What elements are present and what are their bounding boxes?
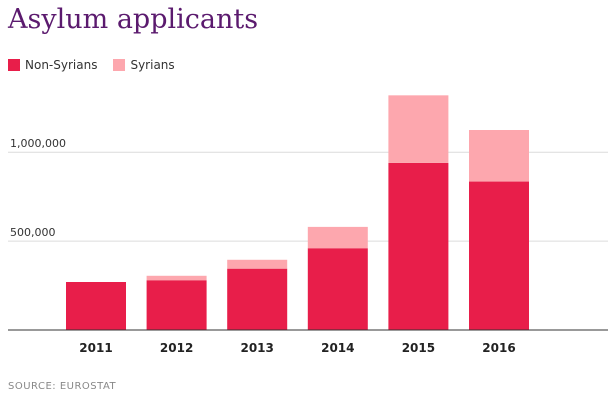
legend-swatch-syrians	[113, 59, 126, 71]
x-tick-label-2015: 2015	[402, 341, 435, 355]
bar-non-syrians-2015	[388, 162, 449, 330]
y-tick-label-500000: 500,000	[10, 226, 56, 239]
bar-syrians-2016	[469, 130, 529, 182]
bar-syrians-2014	[307, 226, 368, 249]
bar-non-syrians-2011	[66, 282, 126, 330]
x-tick-label-2012: 2012	[160, 341, 193, 355]
x-tick-label-2014: 2014	[321, 341, 354, 355]
legend-item-syrians: Syrians	[113, 58, 175, 72]
x-tick-label-2013: 2013	[240, 341, 273, 355]
legend-label-syrians: Syrians	[130, 58, 175, 72]
legend-swatch-non-syrians	[8, 59, 20, 71]
legend-item-non-syrians: Non-Syrians	[8, 58, 97, 72]
source-note: SOURCE: EUROSTAT	[8, 381, 117, 392]
bar-non-syrians-2014	[307, 248, 368, 330]
bar-non-syrians-2013	[227, 268, 288, 330]
bar-syrians-2015	[388, 95, 449, 163]
y-tick-label-1000000: 1,000,000	[10, 137, 66, 150]
bar-non-syrians-2012	[146, 280, 207, 330]
bar-syrians-2013	[227, 259, 288, 269]
x-tick-label-2011: 2011	[79, 341, 112, 355]
bar-non-syrians-2016	[469, 181, 529, 330]
chart-title: Asylum applicants	[8, 4, 259, 35]
legend-label-non-syrians: Non-Syrians	[25, 58, 98, 72]
bar-syrians-2012	[146, 275, 207, 281]
legend: Non-Syrians Syrians	[8, 58, 191, 72]
x-tick-label-2016: 2016	[482, 341, 515, 355]
